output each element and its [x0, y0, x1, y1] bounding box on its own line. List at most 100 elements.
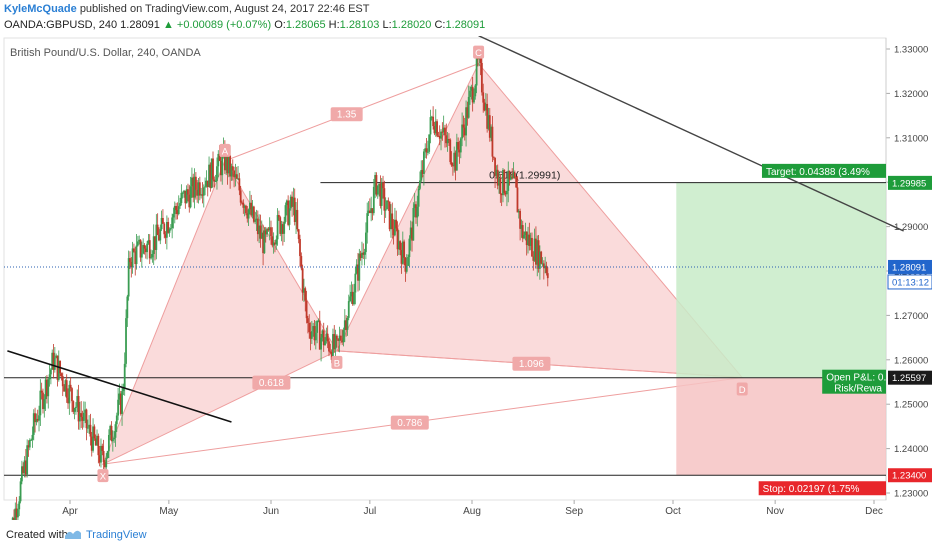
pattern-point-c: C — [475, 48, 482, 59]
candle-body — [495, 169, 498, 176]
candle-body — [350, 291, 353, 297]
candle-body — [143, 245, 146, 249]
candle-body — [32, 413, 35, 435]
symbol-label: OANDA:GBPUSD, 240 — [4, 19, 118, 31]
candle-body — [383, 188, 386, 211]
candle-body — [60, 373, 63, 377]
candle-body — [154, 236, 156, 250]
candles — [11, 46, 549, 520]
candle-body — [407, 257, 409, 266]
candle-body — [164, 234, 167, 238]
candle-body — [274, 242, 276, 245]
candle-body — [36, 418, 39, 421]
candle-body — [201, 194, 204, 196]
candle-body — [251, 206, 254, 216]
candle-body — [480, 62, 483, 93]
candle-body — [11, 517, 14, 520]
candle-body — [226, 154, 229, 174]
candle-body — [376, 185, 379, 195]
candle-body — [338, 335, 341, 341]
candle-body — [96, 435, 98, 446]
candle-body — [399, 241, 402, 251]
candle-body — [412, 207, 415, 241]
candle-body — [27, 445, 30, 448]
candle-body — [482, 92, 485, 103]
candle-body — [332, 334, 334, 360]
candle-body — [185, 189, 188, 204]
ratio-badge — [390, 415, 429, 430]
candle-body — [354, 273, 357, 293]
candle-body — [267, 228, 270, 231]
candle-body — [442, 127, 445, 133]
chart-title: British Pound/U.S. Dollar, 240, OANDA — [10, 47, 201, 59]
candle-body — [496, 169, 499, 186]
candle-body — [500, 193, 503, 196]
author-link[interactable]: KyleMcQuade — [4, 3, 77, 15]
candle-body — [180, 192, 183, 204]
candle-body — [130, 261, 133, 268]
candle-body — [405, 265, 408, 272]
candle-body — [438, 135, 441, 139]
candle-body — [473, 96, 475, 103]
candle-body — [517, 210, 520, 213]
candle-body — [225, 154, 228, 171]
entry-price-tag-bg — [888, 370, 932, 385]
candle-body — [449, 139, 452, 163]
candle-body — [162, 217, 164, 224]
pattern-triangle-xab — [102, 159, 338, 466]
candle-body — [100, 445, 102, 463]
candle-body — [474, 85, 477, 97]
candle-body — [223, 148, 226, 171]
candle-body — [169, 228, 172, 230]
candle-body — [453, 152, 456, 167]
candle-body — [13, 517, 15, 520]
candle-body — [138, 239, 141, 242]
candle-body — [147, 240, 150, 244]
candle-body — [475, 57, 478, 86]
candle-body — [312, 326, 315, 332]
candle-body — [159, 229, 162, 241]
candle-body — [135, 245, 138, 265]
candle-body — [221, 155, 224, 176]
candle-body — [309, 332, 312, 339]
candle-body — [313, 326, 316, 341]
candle-body — [14, 508, 17, 520]
candle-body — [68, 384, 71, 404]
candle-body — [194, 176, 197, 190]
candle-body — [204, 186, 206, 188]
candle-body — [371, 208, 374, 214]
price-chart[interactable]: British Pound/U.S. Dollar, 240, OANDA 1.3… — [0, 36, 932, 520]
close-label: C: — [434, 19, 446, 31]
candle-body — [450, 162, 453, 166]
candle-body — [303, 288, 305, 293]
candle-body — [504, 192, 507, 195]
candle-body — [416, 206, 419, 218]
candle-body — [300, 256, 303, 269]
candle-body — [117, 399, 120, 416]
candle-body — [172, 214, 175, 218]
candle-body — [278, 215, 280, 218]
ratio-label: 1.096 — [519, 359, 544, 370]
candle-body — [80, 413, 83, 417]
candle-body — [193, 176, 196, 198]
candle-body — [533, 238, 536, 261]
candle-body — [92, 426, 94, 451]
candle-body — [20, 466, 23, 482]
candle-body — [86, 427, 89, 429]
candle-body — [519, 210, 522, 229]
candle-body — [444, 127, 446, 136]
candle-body — [271, 236, 274, 246]
candle-body — [355, 264, 358, 274]
candle-body — [48, 374, 51, 380]
x-tick-label: Dec — [865, 506, 883, 517]
y-tick-label: 1.27000 — [894, 311, 928, 322]
tradingview-brand[interactable]: TradingView — [86, 529, 147, 541]
target-price-tag: 1.29985 — [892, 178, 926, 189]
candle-body — [121, 391, 123, 414]
candle-body — [205, 180, 208, 187]
candle-body — [42, 392, 44, 410]
candle-body — [212, 158, 214, 180]
candle-body — [49, 369, 52, 375]
candle-body — [88, 424, 91, 428]
open-value: 1.28065 — [285, 19, 326, 31]
